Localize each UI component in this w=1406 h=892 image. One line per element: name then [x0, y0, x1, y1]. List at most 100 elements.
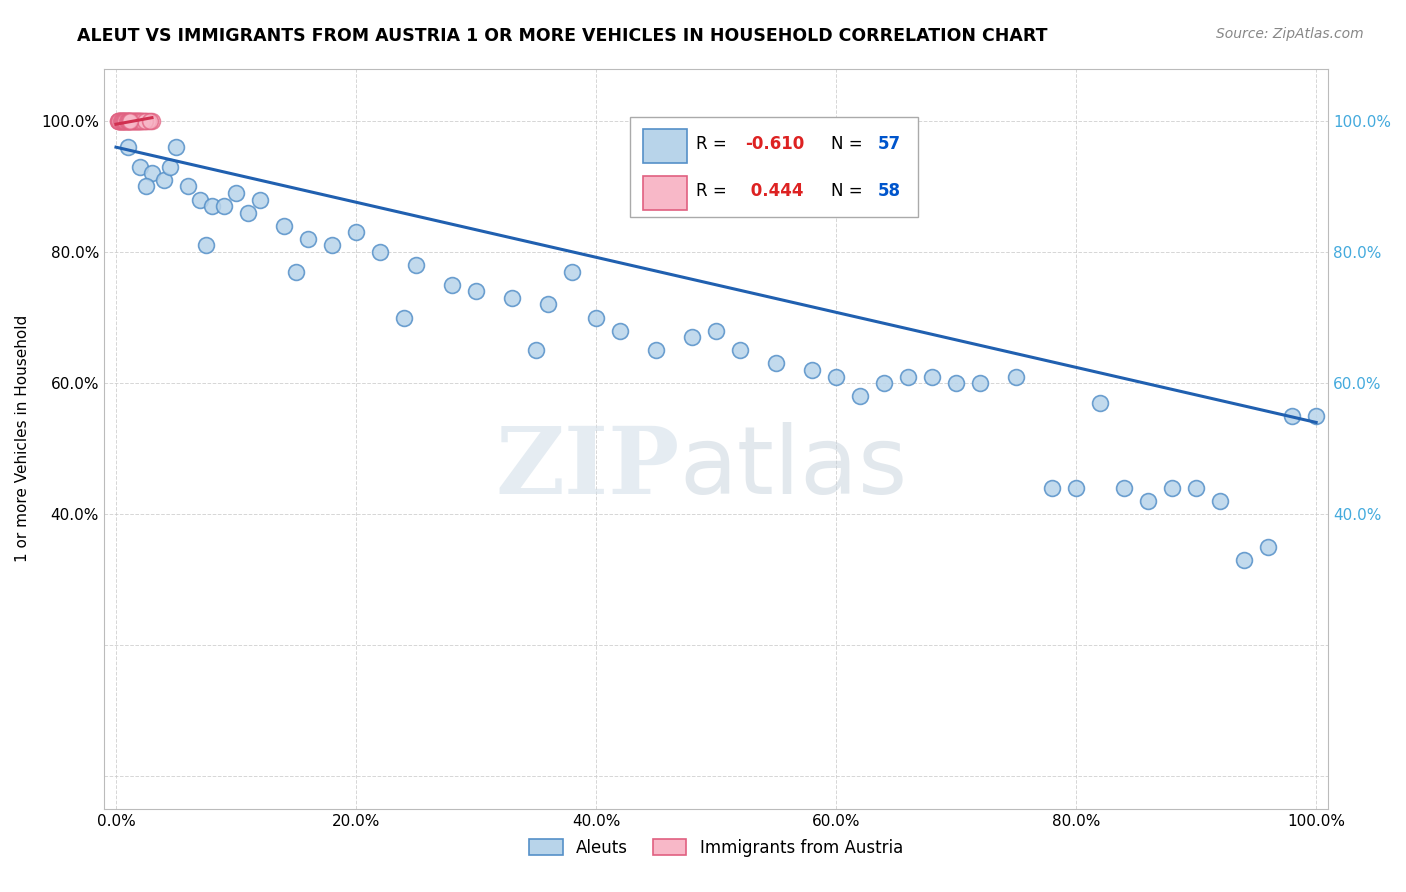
Point	[1040, 481, 1063, 495]
Point	[273, 219, 295, 233]
Point	[645, 343, 668, 358]
Text: ALEUT VS IMMIGRANTS FROM AUSTRIA 1 OR MORE VEHICLES IN HOUSEHOLD CORRELATION CHA: ALEUT VS IMMIGRANTS FROM AUSTRIA 1 OR MO…	[77, 27, 1047, 45]
Point	[195, 238, 218, 252]
Point	[236, 205, 259, 219]
Point	[465, 285, 488, 299]
Point	[115, 114, 138, 128]
Point	[728, 343, 751, 358]
Point	[129, 114, 152, 128]
Text: ZIP: ZIP	[495, 424, 679, 514]
Point	[1005, 369, 1028, 384]
Point	[585, 310, 607, 325]
Point	[131, 114, 153, 128]
Point	[1088, 396, 1111, 410]
Text: R =: R =	[696, 182, 733, 200]
Point	[1233, 553, 1256, 567]
Point	[609, 324, 631, 338]
FancyBboxPatch shape	[643, 129, 686, 163]
Point	[122, 114, 145, 128]
Point	[125, 114, 148, 128]
FancyBboxPatch shape	[630, 117, 918, 217]
Text: 57: 57	[877, 135, 901, 153]
Point	[135, 179, 157, 194]
Point	[177, 179, 200, 194]
Point	[945, 376, 967, 390]
Point	[765, 356, 787, 370]
Point	[392, 310, 415, 325]
Point	[112, 114, 135, 128]
Point	[107, 114, 129, 128]
Text: N =: N =	[831, 182, 868, 200]
Point	[115, 114, 138, 128]
Text: R =: R =	[696, 135, 733, 153]
Point	[112, 114, 135, 128]
Point	[165, 140, 187, 154]
Point	[159, 160, 181, 174]
Point	[124, 114, 146, 128]
Point	[134, 114, 156, 128]
Point	[321, 238, 343, 252]
Point	[1305, 409, 1327, 423]
Point	[117, 114, 139, 128]
Point	[107, 114, 129, 128]
Point	[129, 114, 152, 128]
Point	[297, 232, 319, 246]
Point	[285, 265, 308, 279]
Point	[1161, 481, 1184, 495]
Legend: Aleuts, Immigrants from Austria: Aleuts, Immigrants from Austria	[523, 832, 910, 863]
Point	[118, 114, 141, 128]
Point	[114, 114, 136, 128]
Point	[128, 114, 150, 128]
Point	[118, 114, 141, 128]
FancyBboxPatch shape	[643, 176, 686, 211]
Point	[1137, 494, 1160, 508]
Point	[125, 114, 148, 128]
Point	[108, 114, 131, 128]
Text: -0.610: -0.610	[745, 135, 804, 153]
Point	[120, 114, 142, 128]
Point	[1257, 540, 1279, 554]
Point	[117, 114, 139, 128]
Point	[128, 114, 150, 128]
Point	[524, 343, 547, 358]
Point	[117, 140, 139, 154]
Point	[120, 114, 142, 128]
Point	[1281, 409, 1303, 423]
Point	[135, 114, 157, 128]
Point	[681, 330, 703, 344]
Point	[537, 297, 560, 311]
Point	[153, 173, 176, 187]
Point	[110, 114, 132, 128]
Point	[129, 160, 152, 174]
Point	[704, 324, 727, 338]
Point	[110, 114, 132, 128]
Point	[131, 114, 153, 128]
Point	[561, 265, 583, 279]
Point	[801, 363, 824, 377]
Point	[111, 114, 134, 128]
Point	[1114, 481, 1136, 495]
Point	[108, 114, 131, 128]
Point	[405, 258, 427, 272]
Point	[873, 376, 896, 390]
Point	[1064, 481, 1087, 495]
Point	[121, 114, 143, 128]
Point	[122, 114, 145, 128]
Point	[117, 114, 139, 128]
Point	[141, 166, 163, 180]
Point	[111, 114, 134, 128]
Point	[111, 114, 134, 128]
Point	[107, 114, 129, 128]
Text: 58: 58	[877, 182, 901, 200]
Text: Source: ZipAtlas.com: Source: ZipAtlas.com	[1216, 27, 1364, 41]
Point	[110, 114, 132, 128]
Point	[127, 114, 149, 128]
Point	[501, 291, 523, 305]
Point	[118, 114, 141, 128]
Point	[825, 369, 848, 384]
Text: 0.444: 0.444	[745, 182, 804, 200]
Point	[921, 369, 943, 384]
Point	[1209, 494, 1232, 508]
Point	[132, 114, 155, 128]
Point	[969, 376, 991, 390]
